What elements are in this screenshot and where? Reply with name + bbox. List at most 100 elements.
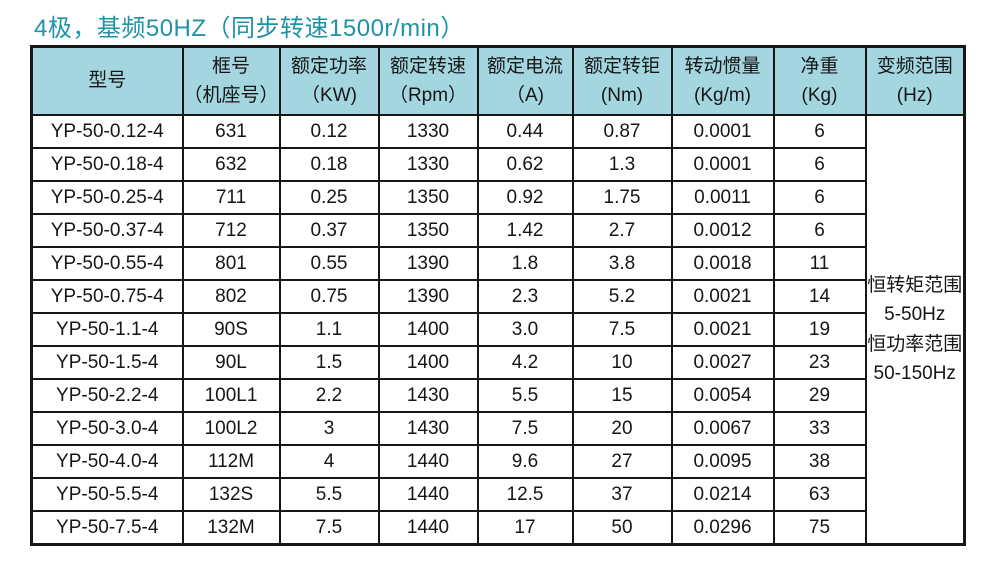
- table-row: YP-50-1.1-4 90S 1.1 1400 3.0 7.5 0.0021 19: [30, 312, 965, 347]
- header-row: 型号 框号 （机座号） 额定功率 （KW) 额定转速 （Rpm） 额定电流 （A…: [30, 45, 966, 116]
- header-inertia: 转动惯量 (Kg/m): [670, 45, 775, 116]
- table-cell: 3.0: [476, 312, 574, 347]
- table-row: YP-50-5.5-4 132S 5.5 1440 12.5 37 0.0214 63: [30, 477, 965, 512]
- table-cell: 712: [181, 213, 281, 248]
- table-cell: 2.7: [571, 213, 673, 248]
- header-frame-number: 框号 （机座号）: [181, 45, 281, 116]
- table-row: YP-50-4.0-4 112M 4 1440 9.6 27 0.0095 38: [30, 444, 965, 479]
- header-rated-torque: 额定转钜 (Nm): [571, 45, 673, 116]
- table-cell: 11: [772, 246, 867, 281]
- table-cell: 0.25: [278, 180, 380, 215]
- table-cell: 0.0018: [670, 246, 775, 281]
- table-cell: 1350: [377, 180, 479, 215]
- table-cell: YP-50-7.5-4: [30, 510, 184, 546]
- table-cell: 0.75: [278, 279, 380, 314]
- table-cell: 1.5: [278, 345, 380, 380]
- table-cell: 4.2: [476, 345, 574, 380]
- table-cell: 15: [571, 378, 673, 413]
- freq-range-cell: 恒转矩范围 5-50Hz 恒功率范围 50-150Hz: [864, 114, 966, 546]
- table-row: YP-50-2.2-4 100L1 2.2 1430 5.5 15 0.0054 29: [30, 378, 965, 413]
- table-cell: 631: [181, 114, 281, 149]
- table-row: YP-50-0.37-4 712 0.37 1350 1.42 2.7 0.0012 6: [30, 213, 965, 248]
- table-cell: 12.5: [476, 477, 574, 512]
- table-cell: 5.2: [571, 279, 673, 314]
- table-cell: 0.0001: [670, 114, 775, 149]
- table-cell: 100L1: [181, 378, 281, 413]
- table-cell: 7.5: [571, 312, 673, 347]
- table-cell: YP-50-1.5-4: [30, 345, 184, 380]
- table-cell: 0.0067: [670, 411, 775, 446]
- table-cell: YP-50-0.55-4: [30, 246, 184, 281]
- table-cell: 0.0095: [670, 444, 775, 479]
- table-cell: 63: [772, 477, 867, 512]
- table-row: YP-50-0.25-4 711 0.25 1350 0.92 1.75 0.0011 6: [30, 180, 965, 215]
- table-cell: 9.6: [476, 444, 574, 479]
- table-row: YP-50-0.55-4 801 0.55 1390 1.8 3.8 0.0018 11: [30, 246, 965, 281]
- table-cell: 90S: [181, 312, 281, 347]
- table-cell: 1.42: [476, 213, 574, 248]
- table-cell: 1430: [377, 378, 479, 413]
- table-cell: YP-50-0.25-4: [30, 180, 184, 215]
- table-cell: YP-50-0.75-4: [30, 279, 184, 314]
- table-cell: 6: [772, 114, 867, 149]
- table-cell: 0.0012: [670, 213, 775, 248]
- table-cell: 0.0021: [670, 312, 775, 347]
- table-cell: YP-50-5.5-4: [30, 477, 184, 512]
- table-cell: 711: [181, 180, 281, 215]
- table-row: YP-50-0.12-4 631 0.12 1330 0.44 0.87 0.0001 6 恒转…: [30, 114, 966, 546]
- table-cell: 6: [772, 147, 867, 182]
- table-cell: 37: [571, 477, 673, 512]
- table-cell: 1390: [377, 246, 479, 281]
- table-row: YP-50-0.75-4 802 0.75 1390 2.3 5.2 0.0021 14: [30, 279, 965, 314]
- header-net-weight: 净重 (Kg): [772, 45, 867, 116]
- table-cell: 1390: [377, 279, 479, 314]
- table-cell: YP-50-2.2-4: [30, 378, 184, 413]
- table-cell: 132S: [181, 477, 281, 512]
- table-cell: 0.18: [278, 147, 380, 182]
- table-cell: 1350: [377, 213, 479, 248]
- table-cell: 0.44: [476, 114, 574, 149]
- table-cell: 1.1: [278, 312, 380, 347]
- table-cell: 2.2: [278, 378, 380, 413]
- table-cell: 33: [772, 411, 867, 446]
- table-cell: 1.8: [476, 246, 574, 281]
- table-cell: 0.92: [476, 180, 574, 215]
- table-cell: 4: [278, 444, 380, 479]
- table-cell: 132M: [181, 510, 281, 546]
- table-cell: 0.87: [571, 114, 673, 149]
- table-cell: 5.5: [278, 477, 380, 512]
- table-row: YP-50-3.0-4 100L2 3 1430 7.5 20 0.0067 33: [30, 411, 965, 446]
- table-cell: YP-50-1.1-4: [30, 312, 184, 347]
- table-row: YP-50-0.18-4 632 0.18 1330 0.62 1.3 0.0001 6: [30, 147, 965, 182]
- table-cell: 6: [772, 213, 867, 248]
- table-row: YP-50-1.5-4 90L 1.5 1400 4.2 10 0.0027 23: [30, 345, 965, 380]
- table-cell: 1440: [377, 510, 479, 546]
- table-cell: 17: [476, 510, 574, 546]
- header-model: 型号: [30, 45, 184, 116]
- table-cell: 27: [571, 444, 673, 479]
- header-rated-current: 额定电流 （A): [476, 45, 574, 116]
- table-cell: 632: [181, 147, 281, 182]
- table-cell: 20: [571, 411, 673, 446]
- table-cell: 75: [772, 510, 867, 546]
- table-cell: YP-50-3.0-4: [30, 411, 184, 446]
- table-cell: 19: [772, 312, 867, 347]
- table-cell: YP-50-0.12-4: [30, 114, 184, 149]
- table-cell: 0.12: [278, 114, 380, 149]
- table-cell: 0.0001: [670, 147, 775, 182]
- page-title: 4极，基频50HZ（同步转速1500r/min）: [34, 15, 465, 42]
- table-cell: 1440: [377, 477, 479, 512]
- table-cell: 112M: [181, 444, 281, 479]
- table-cell: 0.62: [476, 147, 574, 182]
- table-cell: 1.75: [571, 180, 673, 215]
- table-cell: 38: [772, 444, 867, 479]
- table-cell: 0.0214: [670, 477, 775, 512]
- table-cell: 10: [571, 345, 673, 380]
- motor-spec-table: 型号 框号 （机座号） 额定功率 （KW) 额定转速 （Rpm） 额定电流 （A…: [30, 45, 966, 546]
- table-cell: 0.55: [278, 246, 380, 281]
- table-cell: 1330: [377, 114, 479, 149]
- table-cell: 0.0054: [670, 378, 775, 413]
- table-cell: 3.8: [571, 246, 673, 281]
- table-cell: 7.5: [476, 411, 574, 446]
- table-cell: 1440: [377, 444, 479, 479]
